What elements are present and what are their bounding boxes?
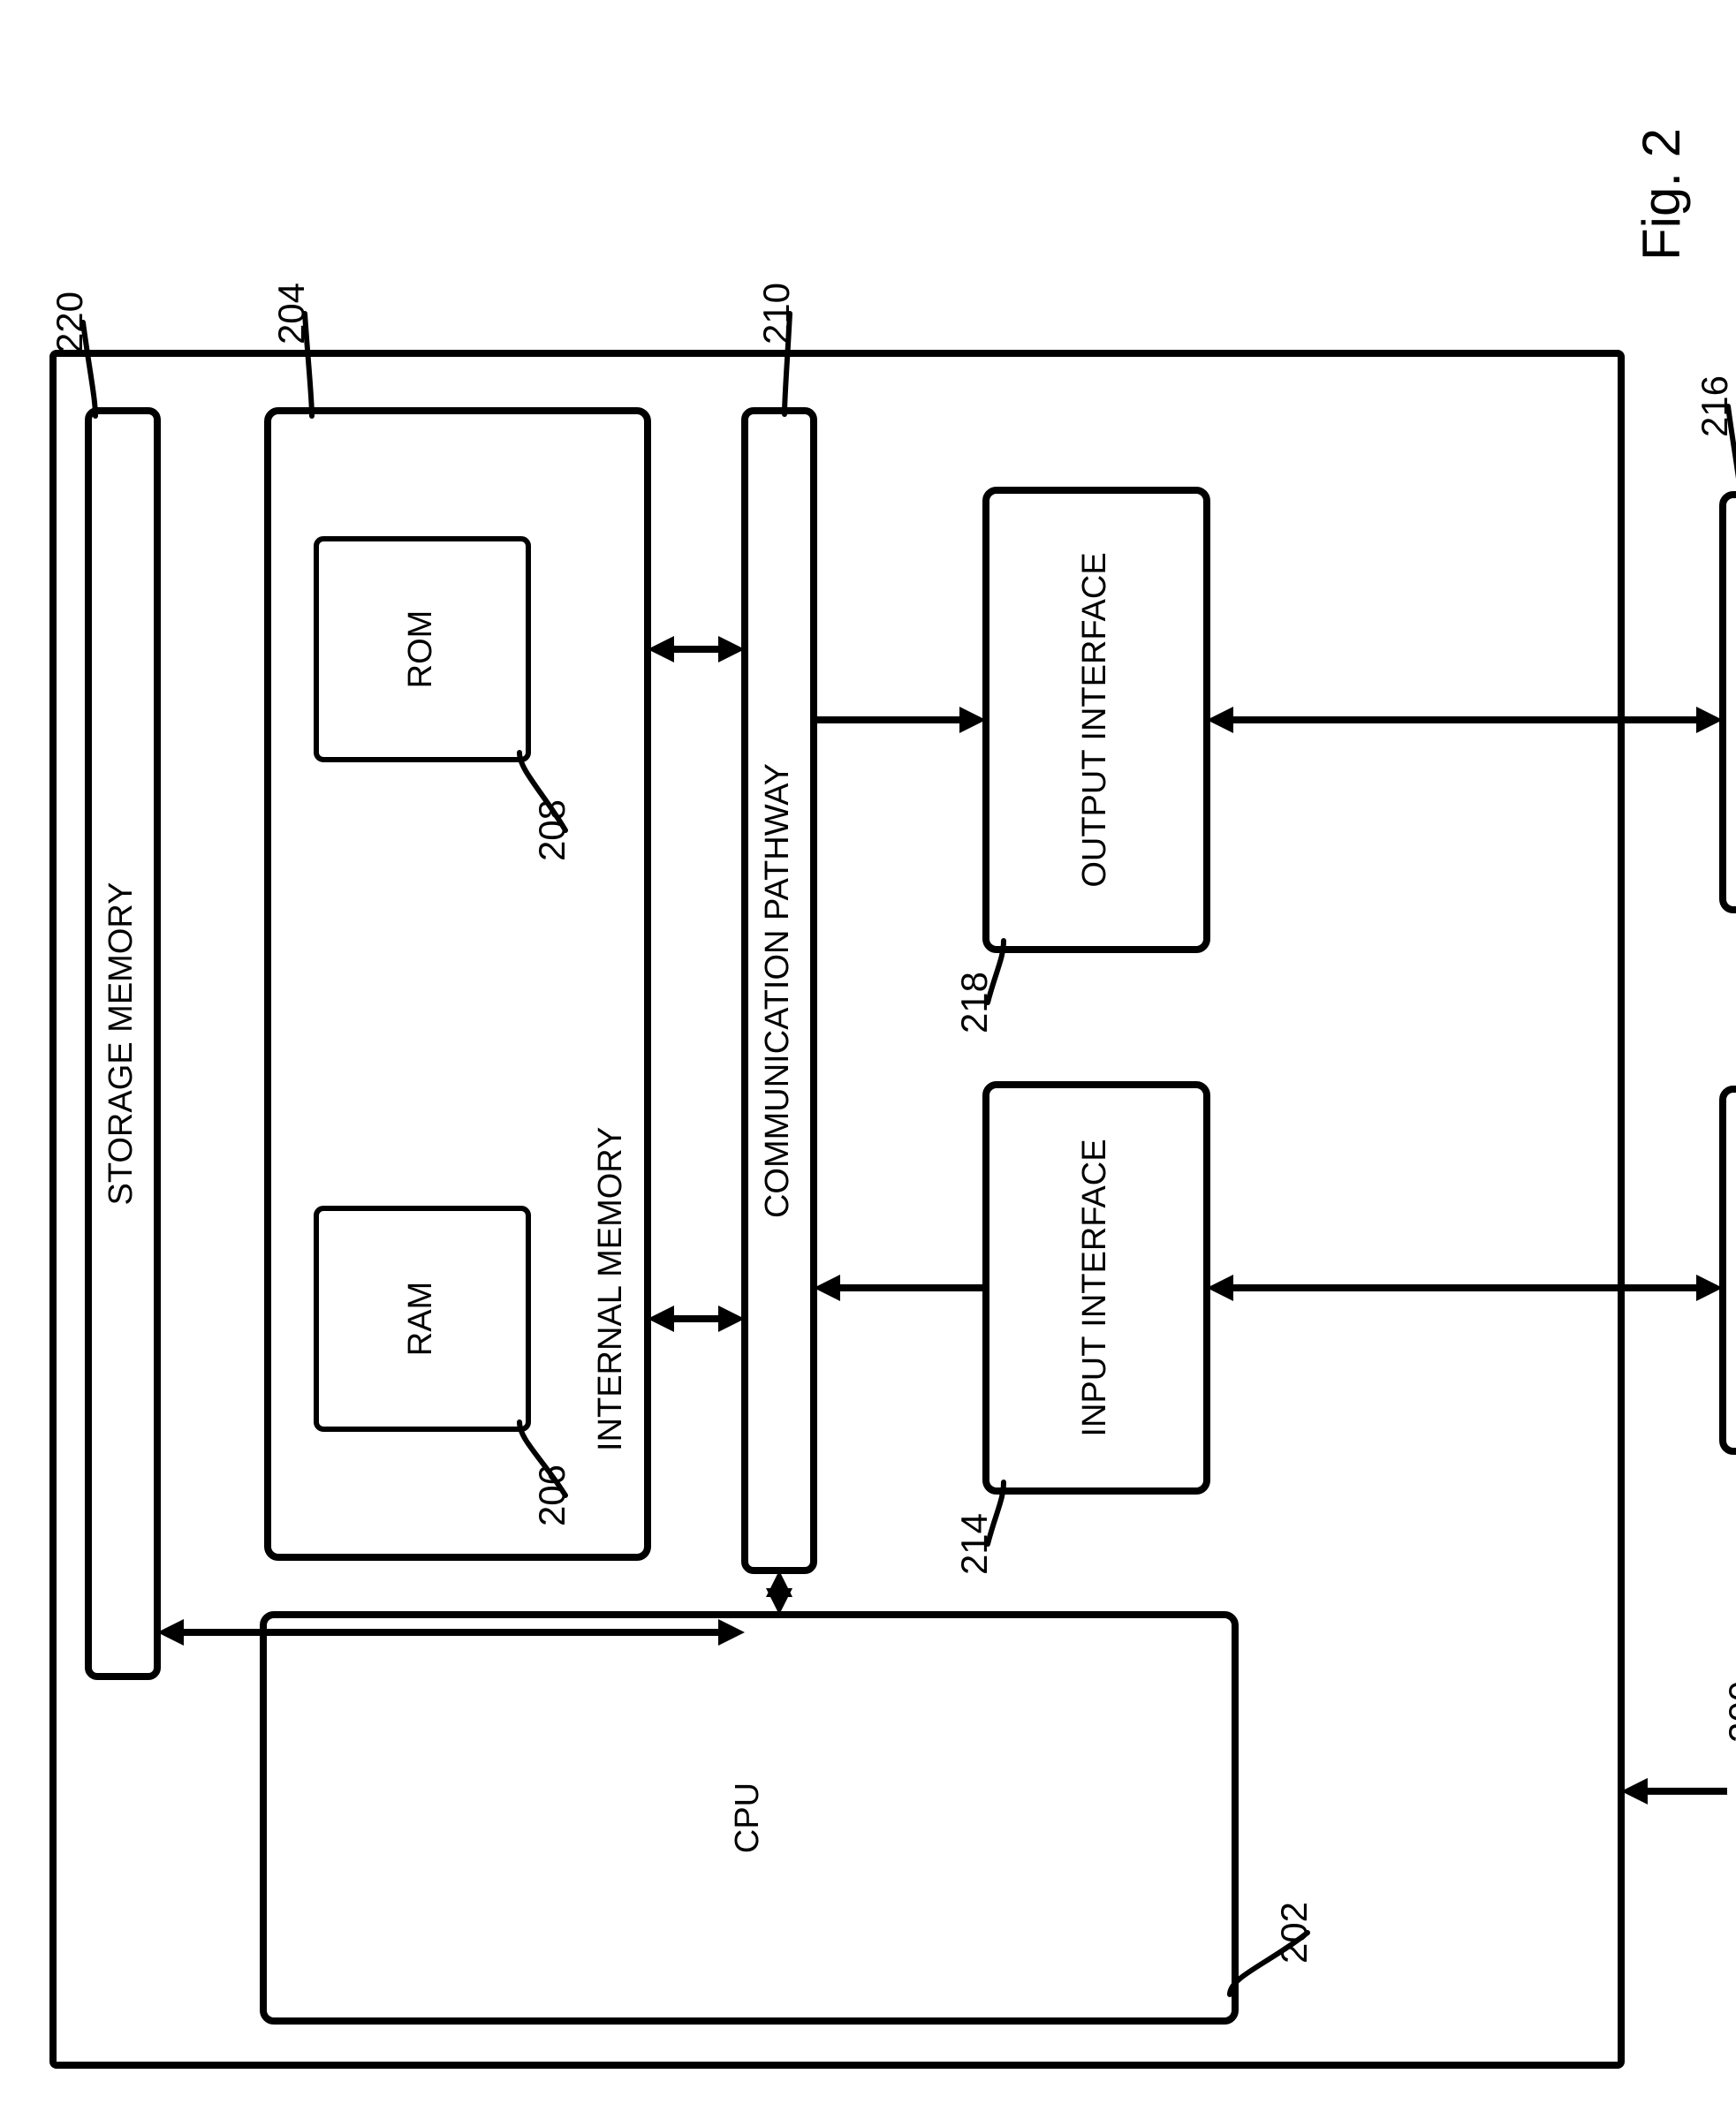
svg-text:INTERNAL MEMORY: INTERNAL MEMORY — [592, 1127, 629, 1451]
svg-text:OUTPUT INTERFACE: OUTPUT INTERFACE — [1076, 552, 1113, 887]
svg-text:ROM: ROM — [402, 610, 439, 689]
system-block-diagram: STORAGE MEMORY INTERNAL MEMORY RAM ROM CPU CO… — [0, 0, 1736, 2127]
svg-text:CPU: CPU — [729, 1783, 766, 1853]
svg-text:STORAGE MEMORY: STORAGE MEMORY — [102, 882, 140, 1206]
svg-text:200: 200 — [1721, 1681, 1736, 1743]
svg-text:Fig. 2: Fig. 2 — [1632, 128, 1691, 261]
svg-text:RAM: RAM — [402, 1282, 439, 1356]
svg-text:INPUT INTERFACE: INPUT INTERFACE — [1076, 1139, 1113, 1436]
svg-text:COMMUNICATION PATHWAY: COMMUNICATION PATHWAY — [759, 763, 796, 1218]
